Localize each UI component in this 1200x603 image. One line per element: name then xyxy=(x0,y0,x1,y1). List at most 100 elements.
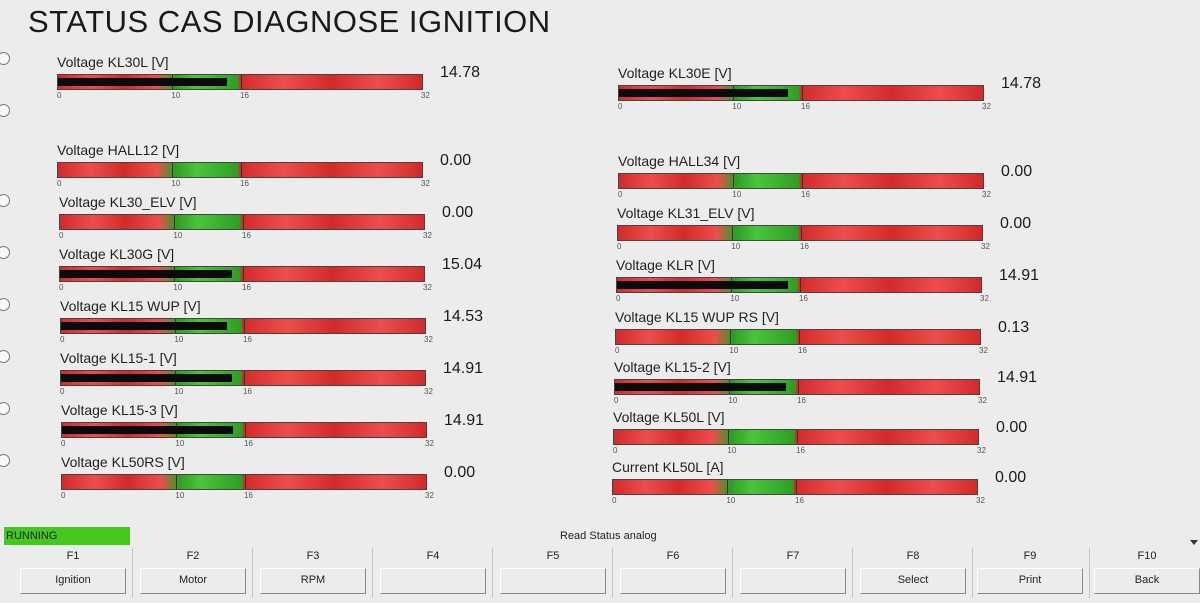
gauge-bar xyxy=(615,329,981,345)
fkey-bevel xyxy=(140,568,246,594)
gauge-segment-divider xyxy=(243,215,244,229)
tick-label: 16 xyxy=(801,102,810,111)
radio-button[interactable] xyxy=(0,246,10,259)
tick-label: 10 xyxy=(175,439,185,448)
gauge-label: Voltage KL15-1 [V] xyxy=(60,350,177,366)
gauge-value: 14.78 xyxy=(1001,75,1042,92)
tick-label: 16 xyxy=(243,387,252,396)
fkey-bevel xyxy=(977,568,1083,594)
gauge-segment-divider xyxy=(241,163,242,177)
tick-label: 10 xyxy=(727,446,737,455)
radio-button[interactable] xyxy=(0,52,10,65)
fkey-f3-button[interactable]: F3 RPM xyxy=(254,548,373,598)
gauge-bar xyxy=(618,173,984,189)
gauge-value: 15.04 xyxy=(442,256,483,273)
gauge-bar xyxy=(57,74,423,90)
fkey-code: F7 xyxy=(786,550,800,562)
fkey-code: F8 xyxy=(906,550,920,562)
tick-label: 0 xyxy=(60,387,65,396)
fkey-bevel xyxy=(380,568,486,594)
gauge-right-8: Current KL50L [A] 0 10 16 32 0.00 xyxy=(612,459,1152,529)
radio-button[interactable] xyxy=(0,402,10,415)
gauge-left-2: Voltage HALL12 [V] 0 10 16 32 0.00 xyxy=(57,142,597,212)
gauge-value: 0.00 xyxy=(995,469,1027,486)
gauge-value: 14.91 xyxy=(999,267,1040,284)
tick-label: 10 xyxy=(729,346,739,355)
gauge-bar xyxy=(59,266,425,282)
tick-label: 16 xyxy=(244,491,253,500)
status-text: Read Status analog xyxy=(560,530,657,542)
tick-label: 10 xyxy=(731,242,741,251)
gauge-segment-divider xyxy=(802,86,803,100)
gauge-bar xyxy=(60,370,426,386)
tick-label: 32 xyxy=(424,387,433,396)
fkey-f7-button[interactable]: F7 xyxy=(734,548,853,598)
tick-label: 10 xyxy=(171,179,181,188)
tick-label: 32 xyxy=(981,242,990,251)
gauge-bar xyxy=(57,162,423,178)
tick-label: 0 xyxy=(616,294,621,303)
tick-label: 0 xyxy=(612,496,617,505)
radio-button[interactable] xyxy=(0,104,10,117)
tick-label: 16 xyxy=(800,242,809,251)
gauge-left-8: Voltage KL50RS [V] 0 10 16 32 0.00 xyxy=(61,454,601,524)
gauge-right-1: Voltage KL30E [V] 0 10 16 32 14.78 xyxy=(618,65,1158,135)
tick-label: 32 xyxy=(421,179,430,188)
fkey-f9-button[interactable]: F9 Print xyxy=(971,548,1090,598)
gauge-left-5: Voltage KL15 WUP [V] 0 10 16 32 14.53 xyxy=(60,298,600,368)
tick-label: 0 xyxy=(618,102,623,111)
gauge-bar xyxy=(613,429,979,445)
tick-label: 10 xyxy=(173,231,183,240)
tick-label: 0 xyxy=(614,396,619,405)
fkey-f5-button[interactable]: F5 xyxy=(494,548,613,598)
gauge-segment-divider xyxy=(800,278,801,292)
tick-label: 16 xyxy=(244,439,253,448)
page-title: STATUS CAS DIAGNOSE IGNITION xyxy=(28,4,551,39)
gauge-value: 14.91 xyxy=(997,369,1038,386)
gauge-segment-divider xyxy=(799,330,800,344)
tick-label: 16 xyxy=(799,294,808,303)
tick-label: 32 xyxy=(979,346,988,355)
gauge-level-fill xyxy=(615,383,786,391)
gauge-label: Voltage KL15-3 [V] xyxy=(61,402,178,418)
radio-button[interactable] xyxy=(0,350,10,363)
gauge-segment-divider xyxy=(172,163,174,177)
gauge-segment-divider xyxy=(796,480,797,494)
fkey-f6-button[interactable]: F6 xyxy=(614,548,733,598)
gauge-value: 0.00 xyxy=(440,152,472,169)
radio-button[interactable] xyxy=(0,298,10,311)
gauge-label: Voltage KLR [V] xyxy=(616,257,715,273)
radio-button[interactable] xyxy=(0,194,10,207)
fkey-f10-button[interactable]: F10 Back xyxy=(1088,548,1200,598)
gauge-right-4: Voltage KLR [V] 0 10 16 32 14.91 xyxy=(616,257,1156,327)
gauge-level-fill xyxy=(58,78,228,86)
fkey-f1-button[interactable]: F1 Ignition xyxy=(14,548,133,598)
gauge-value: 14.91 xyxy=(443,360,484,377)
gauge-label: Voltage KL15 WUP RS [V] xyxy=(615,309,779,325)
fkey-f8-button[interactable]: F8 Select xyxy=(854,548,973,598)
tick-label: 16 xyxy=(795,496,804,505)
fkey-bevel xyxy=(20,568,126,594)
fkey-f4-button[interactable]: F4 xyxy=(374,548,493,598)
gauge-bar xyxy=(612,479,978,495)
gauge-bar xyxy=(618,85,984,101)
fkey-f2-button[interactable]: F2 Motor xyxy=(134,548,253,598)
gauge-value: 0.00 xyxy=(996,419,1028,436)
gauge-level-fill xyxy=(62,426,233,434)
tick-label: 32 xyxy=(977,446,986,455)
fkey-label: Back xyxy=(1134,574,1160,586)
gauge-label: Voltage KL15-2 [V] xyxy=(614,359,731,375)
gauge-level-fill xyxy=(61,374,232,382)
gauge-bar xyxy=(59,214,425,230)
gauge-value: 0.00 xyxy=(442,204,474,221)
gauge-left-3: Voltage KL30_ELV [V] 0 10 16 32 0.00 xyxy=(59,194,599,264)
radio-button[interactable] xyxy=(0,454,10,467)
fkey-label: RPM xyxy=(300,574,326,586)
gauge-value: 0.00 xyxy=(1001,163,1033,180)
gauge-segment-divider xyxy=(174,215,176,229)
gauge-level-fill xyxy=(61,322,228,330)
scroll-down-arrow-icon[interactable] xyxy=(1190,540,1198,545)
tick-label: 32 xyxy=(978,396,987,405)
gauge-label: Voltage KL15 WUP [V] xyxy=(60,298,201,314)
gauge-right-3: Voltage KL31_ELV [V] 0 10 16 32 0.00 xyxy=(617,205,1157,275)
